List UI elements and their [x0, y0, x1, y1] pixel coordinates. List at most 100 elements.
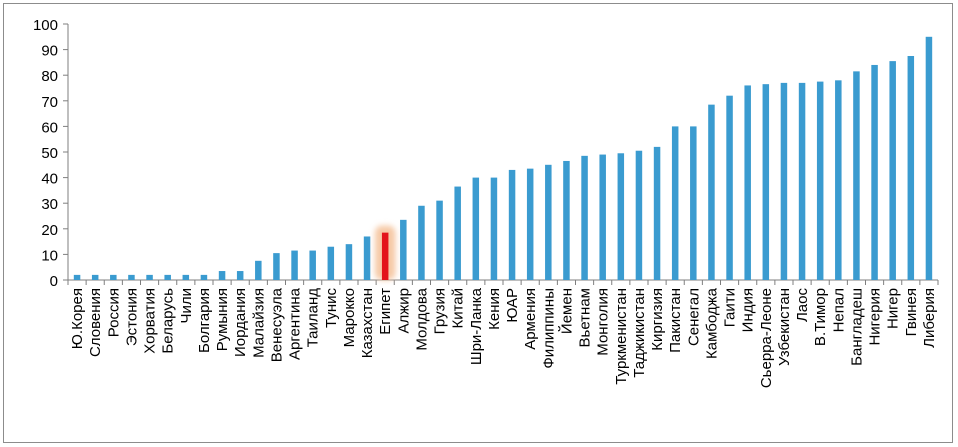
- x-category-label: Йемен: [557, 288, 575, 334]
- x-category-label: Монголия: [595, 288, 612, 356]
- x-category-label: Чили: [178, 288, 195, 324]
- x-category-label: Молдова: [413, 287, 430, 350]
- y-tick-label: 60: [41, 119, 58, 136]
- x-category-label: Вьетнам: [577, 288, 594, 347]
- bar: [708, 104, 715, 280]
- y-tick-label: 80: [41, 68, 58, 85]
- bar: [128, 274, 135, 280]
- x-category-label: Словения: [87, 288, 104, 357]
- bar: [291, 250, 298, 280]
- bar: [835, 80, 842, 280]
- bar: [400, 219, 407, 280]
- y-tick-label: 0: [50, 273, 58, 290]
- x-category-label: Лаос: [794, 288, 811, 323]
- bar: [653, 146, 661, 280]
- x-category-label: Таджикистан: [631, 288, 648, 378]
- x-category-label: Египет: [377, 288, 394, 335]
- bar: [798, 82, 806, 280]
- bar: [690, 126, 697, 281]
- x-category-label: Индия: [740, 288, 757, 332]
- bar: [599, 154, 606, 280]
- y-axis: 0 10 20 30 40 50 60 70 80 90 100: [33, 17, 69, 290]
- bar: [780, 82, 788, 280]
- bar: [454, 186, 461, 280]
- bar: [581, 155, 588, 280]
- x-category-label: Хорватия: [142, 288, 159, 354]
- bar: [545, 164, 552, 280]
- x-category-label: ЮАР: [504, 288, 521, 323]
- x-category-label: Шри-Ланка: [468, 287, 485, 365]
- bar: [617, 153, 625, 280]
- bar: [853, 71, 860, 280]
- x-category-label: Эстония: [123, 288, 140, 346]
- bar: [762, 84, 770, 280]
- x-category-label: Марокко: [341, 288, 358, 347]
- x-category-label: Ю.Корея: [69, 288, 86, 349]
- bar-highlighted: [381, 232, 389, 280]
- y-tick-label: 90: [41, 43, 58, 60]
- y-tick-label: 10: [41, 247, 58, 264]
- bar: [110, 274, 117, 280]
- bar: [164, 274, 171, 280]
- bar: [309, 250, 316, 280]
- bar: [345, 244, 353, 280]
- x-category-label: Иордания: [232, 288, 249, 357]
- x-category-label: Нигер: [885, 288, 902, 329]
- bar: [418, 205, 425, 280]
- bar: [490, 177, 498, 280]
- x-category-label: Аргентина: [287, 287, 304, 360]
- bar: [218, 271, 226, 280]
- x-category-label: В.Тимор: [812, 288, 829, 346]
- bar: [73, 274, 81, 280]
- bar: [889, 61, 896, 281]
- x-category-label: Пакистан: [667, 288, 684, 353]
- x-category-label: Кения: [486, 288, 503, 330]
- bar: [273, 253, 280, 280]
- x-category-label: Непал: [830, 288, 847, 332]
- bar: [327, 246, 335, 280]
- x-category-label: Алжир: [395, 288, 412, 334]
- bar: [255, 260, 262, 280]
- bar: [200, 274, 208, 280]
- bar: [744, 85, 751, 280]
- x-category-label: Филиппины: [540, 288, 557, 369]
- x-category-label: Нигерия: [867, 288, 884, 346]
- bar: [526, 168, 534, 280]
- x-category-label: Китай: [450, 288, 467, 329]
- y-tick-label: 100: [33, 17, 58, 34]
- bar: [436, 200, 443, 280]
- x-category-label: Казахстан: [359, 288, 376, 358]
- x-category-label: Болгария: [196, 288, 213, 353]
- x-category-label: Камбоджа: [703, 287, 720, 359]
- x-category-label: Беларусь: [160, 288, 177, 354]
- bars-group: [73, 36, 933, 281]
- bar: [182, 274, 190, 280]
- y-tick-label: 50: [41, 145, 58, 162]
- x-category-label: Грузия: [432, 288, 449, 334]
- bar: [563, 160, 570, 280]
- y-tick-label: 40: [41, 171, 58, 188]
- y-tick-label: 20: [41, 222, 58, 239]
- x-category-label: Россия: [105, 288, 122, 337]
- bar: [508, 169, 516, 280]
- x-category-label: Венесуэла: [268, 287, 285, 362]
- bar: [472, 177, 480, 280]
- x-category-label: Киргизия: [649, 288, 666, 351]
- x-category-label: Таиланд: [305, 288, 322, 348]
- x-category-label: Узбекистан: [776, 288, 793, 366]
- x-category-label: Румыния: [214, 288, 231, 351]
- x-category-label: Бангладеш: [848, 288, 865, 366]
- bar: [816, 81, 824, 280]
- bar: [146, 274, 153, 280]
- x-category-label: Гвинея: [903, 288, 920, 336]
- bar: [91, 274, 99, 280]
- bar: [726, 95, 733, 281]
- bar: [671, 126, 679, 281]
- bar: [925, 36, 933, 280]
- x-category-label: Тунис: [323, 288, 340, 328]
- bar: [907, 56, 915, 280]
- bar: [635, 150, 643, 280]
- x-axis: [67, 279, 939, 285]
- bar: [871, 64, 878, 281]
